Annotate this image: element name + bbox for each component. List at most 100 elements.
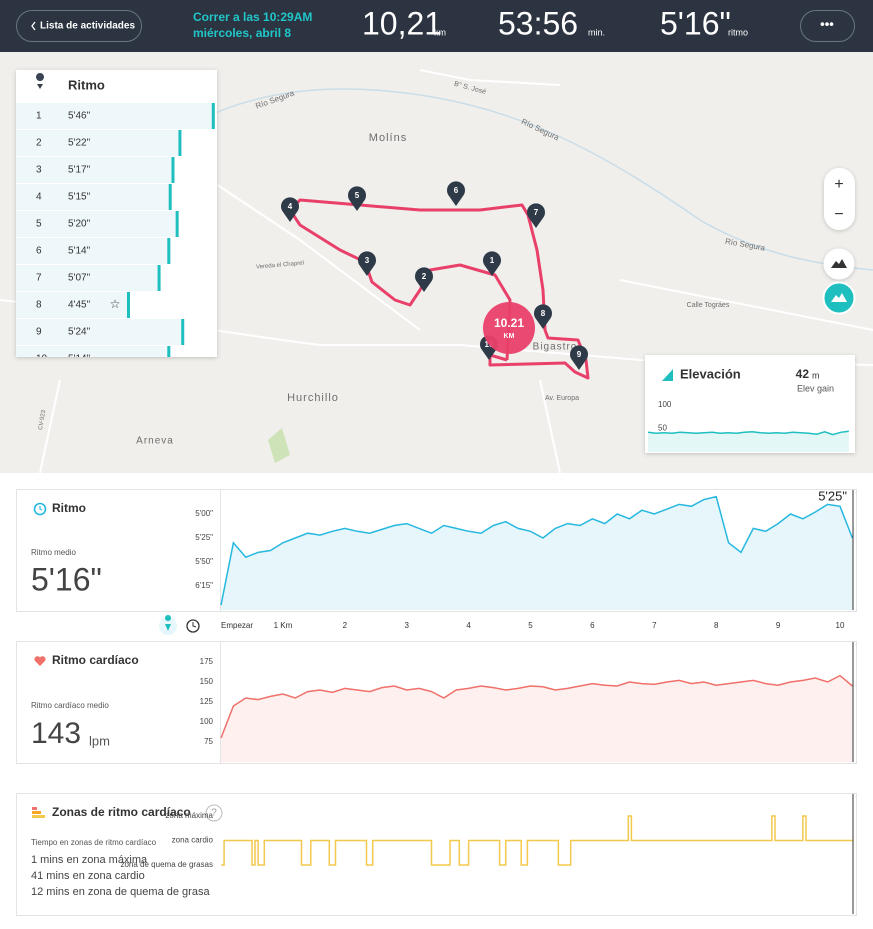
activity-title: Correr a las 10:29AM: [193, 10, 312, 24]
total-distance-badge: 10.21 KM: [483, 302, 535, 354]
area-fill: [221, 675, 853, 762]
y-tick-label: zona cardio: [172, 836, 214, 845]
line: [220, 674, 853, 739]
split-bar-end: [167, 346, 171, 357]
y-tick-label: 50: [658, 424, 667, 433]
split-pace: 5'46": [68, 111, 91, 122]
zone-summary-line: 41 mins en zona cardio: [31, 870, 145, 882]
back-button[interactable]: Lista de actividades: [16, 10, 142, 42]
split-bar-end: [168, 184, 172, 210]
split-km: 8: [36, 300, 42, 311]
x-tick-label: 6: [590, 621, 595, 630]
marker-label: 6: [454, 186, 459, 195]
x-tick-label: 2: [343, 621, 348, 630]
clock-icon: [33, 502, 47, 516]
elevation-gain-label: Elev gain: [797, 383, 834, 393]
place-label: Vereda el Chaprel: [256, 260, 304, 270]
marker-pin: [570, 345, 588, 370]
marker-label: 4: [288, 202, 293, 211]
back-label[interactable]: Lista de actividades: [40, 21, 135, 32]
zoom-out[interactable]: −: [834, 206, 843, 223]
marker-label: 2: [422, 272, 427, 281]
time-toggle[interactable]: [186, 619, 200, 633]
total-distance: 10.21: [494, 316, 524, 330]
split-bar-end: [178, 130, 182, 156]
route: [288, 198, 590, 380]
y-tick-label: zona máxima: [165, 811, 213, 820]
zoom-in[interactable]: +: [834, 176, 843, 193]
split-bar-end: [181, 319, 185, 345]
time-toggle-icon: [192, 622, 197, 628]
help-button[interactable]: [205, 804, 223, 822]
line: [647, 430, 849, 436]
header-bar: [0, 0, 873, 52]
step-line: [221, 815, 853, 866]
y-tick-label: 150: [200, 677, 214, 686]
split-km: 2: [36, 138, 42, 149]
stat-value: 53:56: [498, 5, 578, 41]
y-tick-label: 100: [658, 400, 672, 409]
zoom-controls: + −: [822, 168, 856, 315]
stat-unit: km: [434, 27, 446, 37]
hr-summary: 143: [31, 717, 81, 750]
marker-label: 1: [490, 256, 495, 265]
y-tick-label: 5'00": [195, 509, 213, 518]
split-km: 5: [36, 219, 42, 230]
hr-title: Ritmo cardíaco: [52, 653, 139, 667]
split-km: 4: [36, 192, 42, 203]
split-km: 6: [36, 246, 42, 257]
marker-pin: [281, 197, 299, 222]
x-tick-label: 3: [404, 621, 409, 630]
heart-icon: [34, 656, 46, 666]
rivers: [199, 88, 873, 271]
elevation-gain: 42: [796, 367, 810, 381]
split-bar: [16, 103, 215, 129]
split-km: 9: [36, 327, 42, 338]
elevation-icon: [831, 293, 847, 302]
split-bar: [16, 238, 171, 264]
pin-icon: [36, 73, 45, 89]
split-bar-end: [171, 157, 175, 183]
help-icon[interactable]: ?: [211, 808, 217, 819]
zones-card: [16, 793, 857, 916]
pace-summary: 5'16": [31, 561, 102, 597]
zones-title: Zonas de ritmo cardíaco: [52, 805, 191, 819]
place-label: Hurchillo: [287, 392, 339, 404]
y-tick-label: 100: [200, 717, 214, 726]
place-label: Av. Europa: [545, 395, 579, 402]
marker-pin: [358, 251, 376, 276]
elevation-icon: [662, 369, 673, 381]
y-tick-label: 175: [200, 657, 214, 666]
marker-pin: [527, 203, 545, 228]
hr-summary-unit: lpm: [89, 733, 110, 748]
elevation-gain-unit: m: [812, 370, 820, 380]
pace-current: 5'25": [818, 488, 847, 503]
zone-summary-line: 12 mins en zona de quema de grasa: [31, 886, 210, 898]
split-pace: 4'45": [68, 300, 91, 311]
marker-pin: [447, 181, 465, 206]
marker-label: 8: [541, 309, 546, 318]
split-bar: [16, 265, 161, 291]
place-label: CV-923: [38, 409, 47, 430]
marker-pin: [483, 251, 501, 276]
activity-date: miércoles, abril 8: [193, 26, 291, 40]
marker-pin: [415, 267, 433, 292]
split-pace: 5'14": [68, 354, 91, 365]
split-bar: [16, 319, 185, 345]
y-tick-label: 5'25": [195, 533, 213, 542]
best-split-star: ☆: [110, 297, 121, 311]
split-bar: [16, 130, 182, 156]
y-tick-label: 75: [204, 737, 213, 746]
split-km: 3: [36, 165, 42, 176]
split-bar-end: [127, 292, 130, 318]
stat-value: 10,21: [362, 5, 442, 41]
menu-dots[interactable]: •••: [820, 16, 834, 31]
menu-button[interactable]: •••: [800, 10, 855, 42]
split-bar-end: [157, 265, 161, 291]
splits-title: Ritmo: [68, 77, 105, 92]
split-km: 1: [36, 111, 42, 122]
split-pace: 5'07": [68, 273, 91, 284]
split-pace: 5'22": [68, 138, 91, 149]
